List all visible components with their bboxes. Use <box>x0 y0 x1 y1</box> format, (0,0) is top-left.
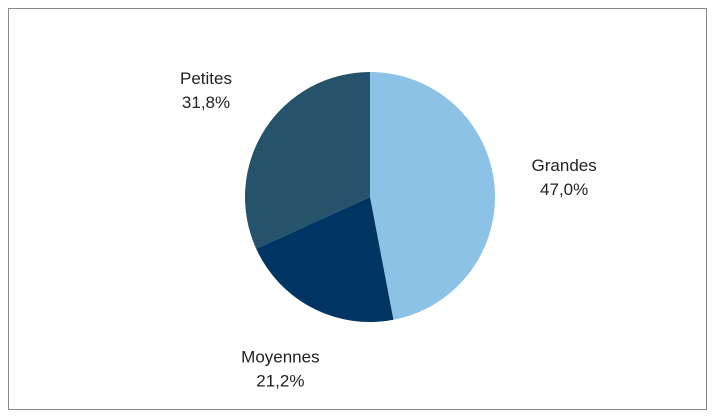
slice-value-label: 31,8% <box>182 93 230 112</box>
slice-label: Petites <box>180 69 232 88</box>
slice-label: Moyennes <box>241 348 319 367</box>
slice-value-label: 47,0% <box>540 180 588 199</box>
pie-slice <box>245 72 370 249</box>
slice-label: Grandes <box>532 156 597 175</box>
pie-slice <box>370 72 496 320</box>
slice-value-label: 21,2% <box>256 372 304 391</box>
pie-slice <box>256 197 394 323</box>
